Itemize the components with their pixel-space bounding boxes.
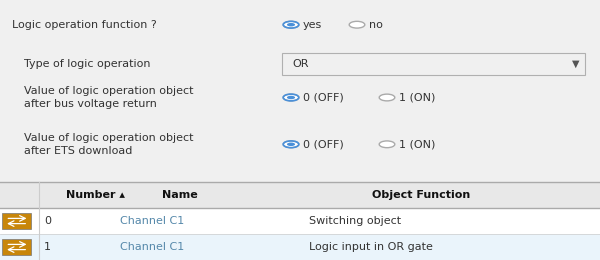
Circle shape (379, 94, 395, 101)
Text: Channel C1: Channel C1 (120, 242, 184, 252)
Circle shape (287, 23, 295, 27)
Text: OR: OR (293, 59, 310, 69)
Text: ▼: ▼ (572, 59, 580, 69)
Text: Object Function: Object Function (372, 190, 470, 200)
Circle shape (283, 21, 299, 28)
Text: 1 (ON): 1 (ON) (399, 139, 436, 149)
Text: Value of logic operation object: Value of logic operation object (24, 133, 193, 143)
FancyBboxPatch shape (0, 208, 600, 234)
Text: Value of logic operation object: Value of logic operation object (24, 86, 193, 96)
FancyBboxPatch shape (0, 182, 600, 208)
Text: no: no (369, 20, 383, 30)
Text: Type of logic operation: Type of logic operation (24, 59, 151, 69)
FancyBboxPatch shape (2, 239, 31, 255)
Text: after bus voltage return: after bus voltage return (24, 99, 157, 109)
Text: 1: 1 (44, 242, 51, 252)
Text: yes: yes (303, 20, 322, 30)
Circle shape (283, 141, 299, 148)
Circle shape (283, 94, 299, 101)
Text: Switching object: Switching object (309, 216, 401, 226)
Text: Channel C1: Channel C1 (120, 216, 184, 226)
Text: Logic operation function ?: Logic operation function ? (12, 20, 157, 30)
FancyBboxPatch shape (0, 234, 600, 260)
Text: Logic input in OR gate: Logic input in OR gate (309, 242, 433, 252)
FancyBboxPatch shape (2, 213, 31, 230)
FancyBboxPatch shape (282, 53, 585, 75)
Text: 0 (OFF): 0 (OFF) (303, 139, 344, 149)
Circle shape (287, 96, 295, 99)
Text: Name: Name (162, 190, 198, 200)
Text: 1 (ON): 1 (ON) (399, 93, 436, 102)
Circle shape (379, 141, 395, 148)
Circle shape (287, 142, 295, 146)
Text: 0: 0 (44, 216, 51, 226)
Circle shape (349, 21, 365, 28)
Text: Number ▴: Number ▴ (66, 190, 125, 200)
Text: after ETS download: after ETS download (24, 146, 133, 156)
Text: 0 (OFF): 0 (OFF) (303, 93, 344, 102)
